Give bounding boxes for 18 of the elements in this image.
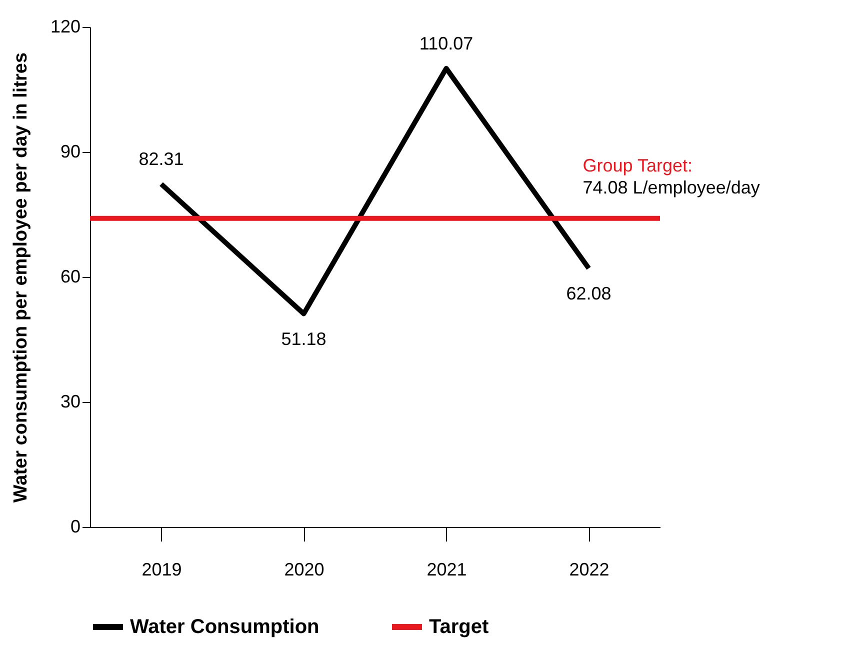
y-axis-title: Water consumption per employee per day in litres (10, 52, 32, 503)
data-label: 82.31 (138, 149, 184, 170)
legend-label: Water Consumption (130, 616, 320, 638)
data-label: 62.08 (566, 283, 612, 304)
data-label: 51.18 (281, 328, 326, 349)
x-tick-label: 2020 (284, 560, 324, 580)
x-tick-label: 2019 (142, 560, 182, 580)
y-tick-label: 0 (70, 516, 80, 536)
y-tick-label: 90 (60, 142, 80, 162)
y-tick-label: 30 (60, 392, 80, 412)
y-tick-label: 120 (50, 16, 80, 36)
annotation: 74.08 L/employee/day (582, 177, 760, 198)
x-tick-label: 2021 (426, 560, 467, 580)
data-label: 110.07 (419, 33, 474, 54)
legend-label: Target (429, 616, 489, 638)
annotation: Group Target: (582, 155, 692, 176)
y-tick-label: 60 (60, 266, 80, 286)
x-tick-label: 2022 (569, 560, 610, 580)
